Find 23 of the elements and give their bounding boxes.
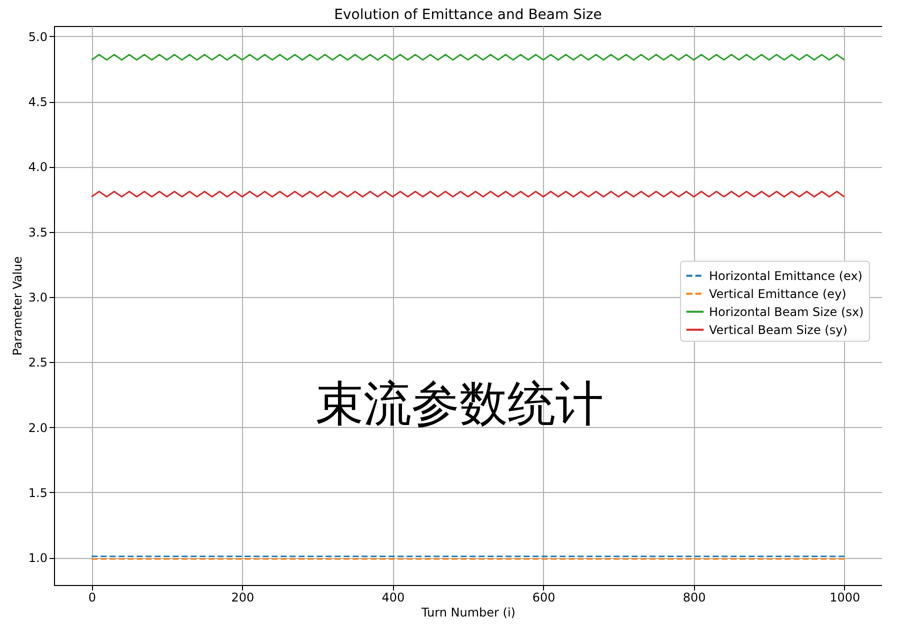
y-tick-label: 1.5 xyxy=(28,486,48,500)
x-tick-label: 400 xyxy=(382,590,405,604)
y-tick-label: 5.0 xyxy=(28,30,48,44)
y-tick-label: 3.5 xyxy=(28,225,48,240)
y-tick-label: 4.0 xyxy=(28,160,48,174)
x-tick-label: 200 xyxy=(231,590,254,604)
y-tick-label: 3.0 xyxy=(28,290,48,305)
y-tick-label: 2.5 xyxy=(28,356,48,370)
y-tick-label: 4.5 xyxy=(28,95,48,110)
x-tick-label: 0 xyxy=(88,590,96,604)
x-tick-label: 1000 xyxy=(830,590,860,604)
legend-label: Vertical Emittance (ey) xyxy=(709,286,846,301)
y-axis-title: Parameter Value xyxy=(10,256,24,356)
legend-label: Horizontal Emittance (ex) xyxy=(709,268,862,283)
legend-label: Vertical Beam Size (sy) xyxy=(709,322,848,337)
x-tick-label: 600 xyxy=(532,590,556,604)
annotation: 束流参数统计 xyxy=(316,376,604,432)
y-tick-label: 2.0 xyxy=(28,420,48,435)
y-tick-label: 1.0 xyxy=(28,551,48,566)
legend-label: Horizontal Beam Size (sx) xyxy=(709,304,864,319)
x-tick-label: 800 xyxy=(682,590,706,604)
x-axis-title: Turn Number (i) xyxy=(420,606,516,620)
chart-title: Evolution of Emittance and Beam Size xyxy=(334,7,602,23)
